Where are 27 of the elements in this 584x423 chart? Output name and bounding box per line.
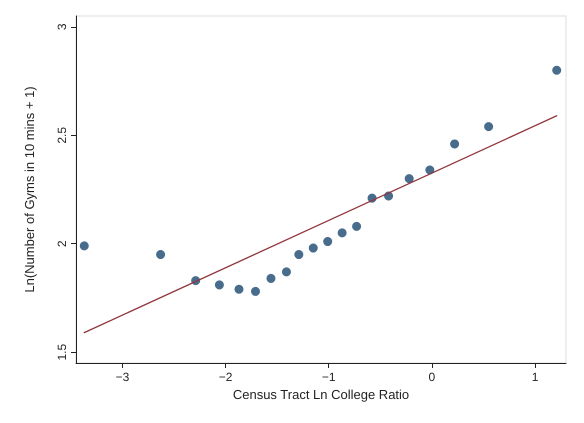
y-tick-label: 3 [55, 23, 69, 30]
x-tick-label: −3 [116, 370, 130, 384]
x-tick-label: 0 [428, 370, 436, 384]
point [484, 122, 494, 132]
point [234, 284, 244, 294]
y-tick-label: 2.5 [55, 126, 69, 144]
x-tick-label: −1 [322, 370, 336, 384]
point [214, 280, 224, 290]
x-tick-label: 1 [532, 370, 539, 384]
point [323, 237, 332, 246]
point [404, 174, 414, 184]
point [450, 139, 460, 148]
x-axis-title: Census Tract Ln College Ratio [232, 386, 410, 402]
point [156, 250, 166, 260]
point [266, 274, 276, 283]
y-tick-label: 1.5 [55, 343, 69, 360]
y-tick-label: 2 [55, 240, 69, 248]
point [552, 66, 562, 75]
x-tick-label: −2 [218, 370, 233, 384]
y-axis-title: Ln(Number of Gyms in 10 mins + 1) [22, 86, 37, 293]
point [294, 250, 304, 260]
point [352, 222, 362, 231]
point [251, 286, 260, 296]
point [80, 241, 89, 250]
point [282, 267, 291, 276]
point [338, 228, 347, 238]
point [308, 244, 318, 253]
